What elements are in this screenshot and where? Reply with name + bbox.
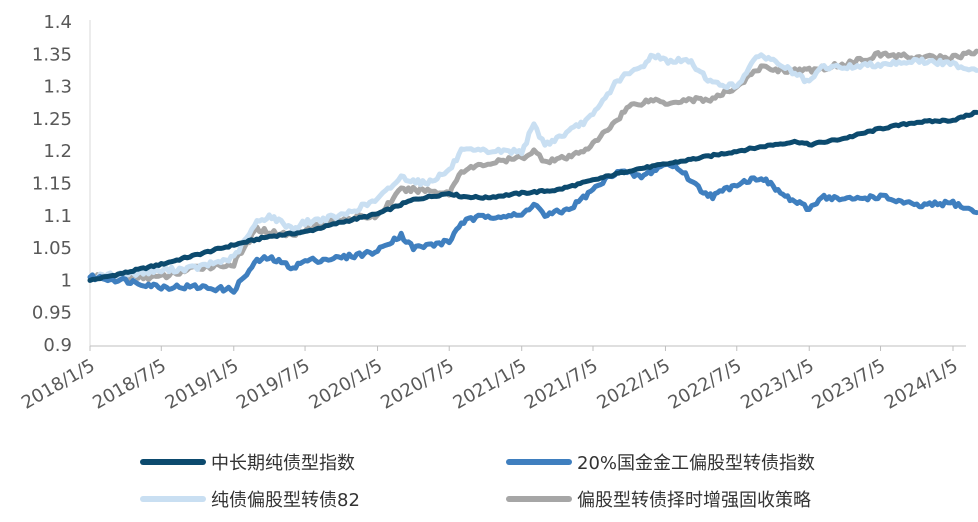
y-tick-label: 1.2: [43, 141, 72, 162]
legend-label-1: 20%国金金工偏股型转债指数: [577, 453, 815, 474]
y-tick-label: 1.35: [32, 44, 72, 65]
y-tick-label: 1: [61, 270, 72, 291]
x-tick-label: 2022/1/5: [593, 355, 674, 414]
y-tick-label: 0.9: [43, 335, 72, 356]
y-tick-label: 1.4: [43, 12, 72, 33]
x-tick-label: 2023/7/5: [809, 355, 890, 414]
y-axis-ticks: 0.9 0.95 1 1.05 1.1 1.15 1.2 1.25 1.3 1.35 1.4: [32, 12, 72, 356]
x-tick-label: 2019/7/5: [233, 355, 314, 414]
series-line-2: [87, 52, 978, 281]
y-tick-label: 1.1: [43, 206, 72, 227]
x-tick-label: 2021/7/5: [521, 355, 602, 414]
y-tick-label: 1.25: [32, 109, 72, 130]
x-tick-label: 2019/1/5: [162, 355, 243, 414]
y-tick-label: 1.3: [43, 77, 72, 98]
x-tick-label: 2022/7/5: [665, 355, 746, 414]
y-tick-label: 1.15: [32, 174, 72, 195]
series-lines: [87, 48, 978, 295]
x-tick-label: 2020/1/5: [306, 355, 387, 414]
x-tick-label: 2018/1/5: [18, 355, 99, 414]
legend-label-3: 偏股型转债择时增强固收策略: [577, 490, 811, 511]
x-tick-label: 2021/1/5: [450, 355, 531, 414]
legend-label-0: 中长期纯债型指数: [211, 453, 355, 474]
series-line-0: [87, 109, 978, 283]
series-line-3: [87, 48, 978, 283]
y-tick-label: 0.95: [32, 303, 72, 324]
legend-label-2: 纯债偏股型转债82: [211, 490, 360, 511]
series-line-1: [87, 161, 978, 295]
x-tick-label: 2024/1/5: [881, 355, 962, 414]
x-tick-label: 2020/7/5: [377, 355, 458, 414]
x-axis-ticks: 2018/1/52018/7/52019/1/52019/7/52020/1/5…: [18, 346, 962, 414]
y-tick-label: 1.05: [32, 238, 72, 259]
x-tick-label: 2018/7/5: [89, 355, 170, 414]
x-tick-label: 2023/1/5: [737, 355, 818, 414]
